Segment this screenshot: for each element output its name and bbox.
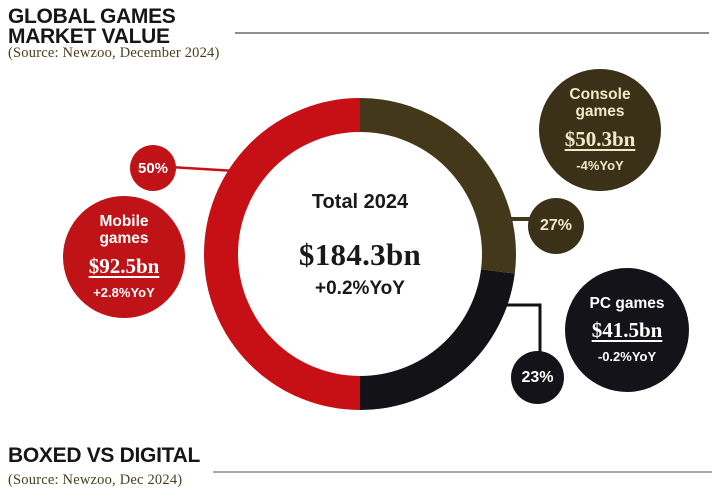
top-divider xyxy=(235,32,709,34)
footer-source-note: (Source: Newzoo, Dec 2024) xyxy=(8,472,183,488)
source-note: (Source: Newzoo, December 2024) xyxy=(8,45,220,61)
console-pct-bubble: 27% xyxy=(528,198,584,254)
donut-segment-mobile xyxy=(204,98,361,410)
mobile-bubble-yoy: +2.8%YoY xyxy=(93,284,155,300)
total-label: Total 2024 xyxy=(311,191,409,213)
pc-bubble-label: PC games xyxy=(589,294,665,312)
bottom-divider xyxy=(213,471,712,473)
mobile-bubble-value: $92.5bn xyxy=(88,253,160,278)
donut-segment-pc xyxy=(359,268,515,410)
mobile-bubble: Mobile games $92.5bn +2.8%YoY xyxy=(63,196,185,318)
console-bubble-label: Console games xyxy=(569,86,631,120)
pc-pct-label: 23% xyxy=(521,368,554,386)
console-bubble: Console games $50.3bn -4%YoY xyxy=(539,69,661,191)
mobile-pct-label: 50% xyxy=(137,159,169,177)
page-title-line1: GLOBAL GAMES xyxy=(8,5,176,28)
console-bubble-value: $50.3bn xyxy=(564,126,636,151)
pc-bubble-yoy: -0.2%YoY xyxy=(597,349,657,365)
donut-center-text: Total 2024 $184.3bn +0.2%YoY xyxy=(250,192,470,298)
pc-callout-line xyxy=(504,303,542,364)
mobile-bubble-label: Mobile games xyxy=(99,213,149,247)
console-bubble-yoy: -4%YoY xyxy=(576,157,624,173)
donut-segment-console xyxy=(359,98,516,274)
pc-pct-bubble: 23% xyxy=(511,351,564,404)
mobile-pct-bubble: 50% xyxy=(130,145,176,191)
pc-bubble: PC games $41.5bn -0.2%YoY xyxy=(565,268,689,392)
console-pct-label: 27% xyxy=(539,217,573,234)
pc-bubble-value: $41.5bn xyxy=(591,318,663,343)
page-title-line2: MARKET VALUE xyxy=(8,24,170,48)
footer-title: BOXED VS DIGITAL xyxy=(8,444,200,467)
page-title: GLOBAL GAMES MARKET VALUE xyxy=(8,5,176,48)
total-value: $184.3bn xyxy=(298,237,422,272)
total-yoy: +0.2%YoY xyxy=(315,278,405,299)
